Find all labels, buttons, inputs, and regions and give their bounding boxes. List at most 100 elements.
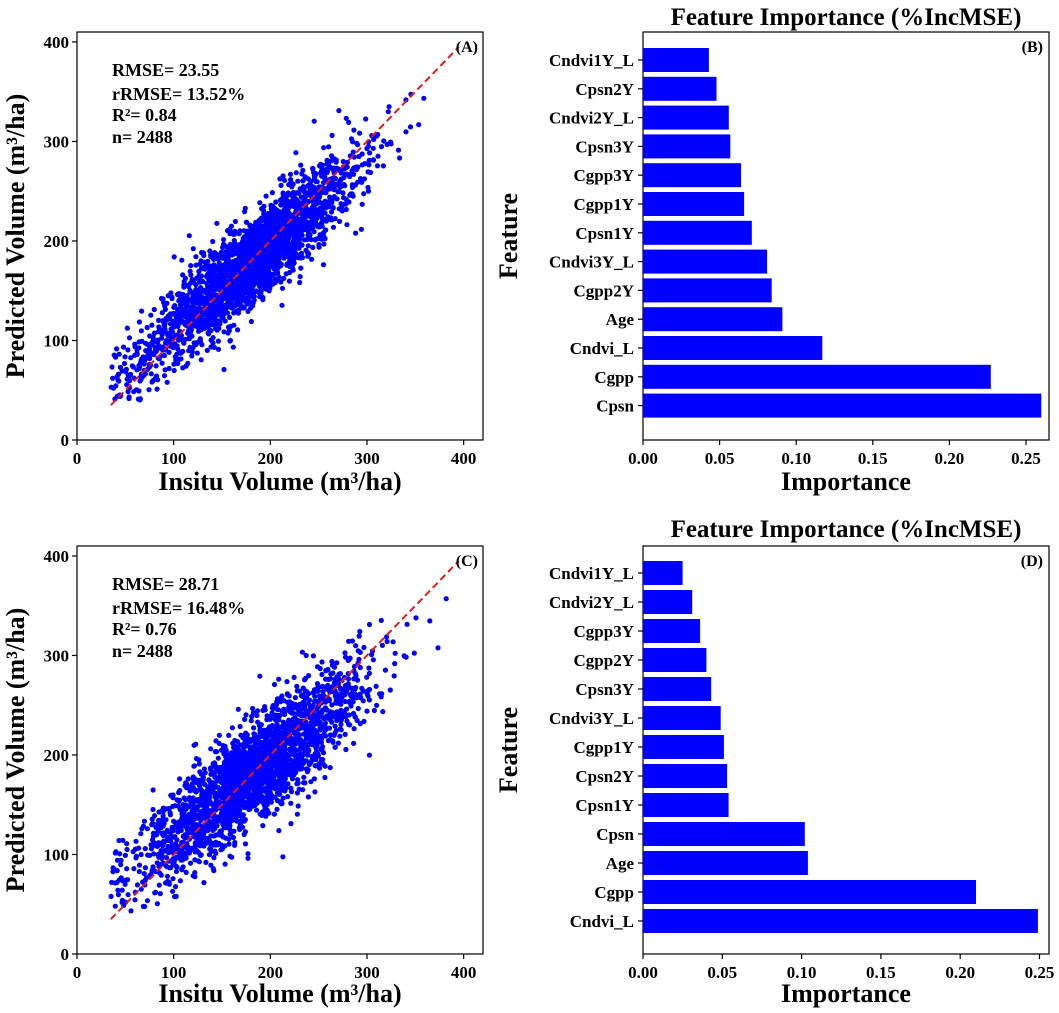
scatter-point — [188, 801, 194, 807]
scatter-point — [125, 389, 131, 395]
scatter-point — [186, 233, 192, 239]
scatter-point — [293, 253, 300, 259]
y-axis-label: Feature — [494, 193, 523, 279]
scatter-point — [221, 366, 227, 373]
feature-label: Cgpp — [594, 368, 634, 387]
scatter-point — [386, 104, 392, 110]
scatter-point — [375, 153, 381, 159]
scatter-point — [287, 746, 293, 753]
scatter-point — [355, 705, 361, 712]
scatter-point — [161, 838, 167, 844]
scatter-point — [198, 288, 204, 294]
scatter-point — [294, 781, 300, 787]
scatter-point — [186, 283, 192, 290]
scatter-point — [177, 878, 183, 884]
scatter-point — [378, 144, 385, 150]
scatter-point — [137, 378, 143, 384]
scatter-point — [214, 321, 220, 328]
scatter-point — [251, 297, 257, 303]
scatter-point — [136, 862, 143, 868]
scatter-point — [230, 344, 236, 350]
scatter-point — [346, 712, 352, 718]
scatter-point — [256, 236, 262, 242]
scatter-point — [344, 688, 350, 694]
scatter-point — [149, 322, 155, 328]
scatter-point — [288, 789, 295, 795]
scatter-point — [204, 347, 210, 353]
scatter-point — [364, 145, 370, 152]
scatter-point — [138, 328, 144, 334]
scatter-point — [337, 733, 343, 739]
scatter-point — [226, 314, 233, 320]
scatter-point — [227, 338, 233, 344]
scatter-point — [263, 277, 269, 284]
scatter-point — [327, 765, 333, 771]
scatter-point — [250, 272, 256, 278]
scatter-point — [280, 854, 286, 860]
scatter-point — [310, 653, 316, 659]
scatter-point — [210, 827, 216, 834]
scatter-point — [113, 354, 119, 360]
scatter-point — [349, 638, 355, 644]
feature-label: Cpsn1Y — [575, 224, 634, 243]
scatter-point — [291, 242, 298, 248]
scatter-point — [278, 247, 284, 253]
scatter-point — [166, 365, 172, 372]
scatter-point — [321, 241, 327, 247]
scatter-point — [251, 725, 257, 731]
scatter-point — [272, 705, 278, 711]
scatter-point — [291, 674, 297, 681]
scatter-point — [308, 187, 314, 194]
scatter-point — [262, 804, 269, 810]
scatter-point — [126, 335, 133, 341]
scatter-point — [335, 189, 341, 195]
scatter-point — [267, 232, 274, 238]
scatter-point — [311, 176, 317, 182]
scatter-point — [332, 723, 338, 729]
scatter-point — [154, 832, 160, 838]
scatter-point — [187, 289, 193, 295]
x-tick-label: 0.10 — [781, 449, 811, 468]
scatter-point — [174, 291, 181, 298]
scatter-point — [321, 180, 327, 186]
scatter-point — [155, 821, 161, 827]
scatter-point — [301, 780, 307, 786]
scatter-point — [192, 290, 198, 296]
scatter-point — [190, 795, 196, 801]
scatter-point — [339, 686, 345, 693]
scatter-point — [122, 881, 128, 887]
scatter-point — [242, 716, 248, 723]
scatter-point — [284, 200, 290, 206]
scatter-point — [280, 795, 286, 801]
panel-label: (B) — [1022, 39, 1043, 56]
scatter-point — [305, 736, 311, 742]
scatter-point — [305, 183, 311, 189]
scatter-point — [345, 681, 351, 687]
scatter-point — [218, 779, 224, 786]
scatter-point — [219, 770, 225, 777]
y-tick-label: 0 — [61, 431, 70, 450]
scatter-point — [319, 234, 325, 241]
scatter-point — [209, 840, 215, 846]
scatter-point — [225, 271, 231, 277]
scatter-point — [220, 244, 226, 251]
scatter-point — [387, 687, 393, 693]
scatter-point — [321, 731, 327, 737]
scatter-point — [175, 309, 181, 316]
scatter-point — [280, 211, 286, 217]
scatter-point — [388, 139, 394, 145]
scatter-point — [149, 342, 155, 348]
scatter-point — [206, 318, 212, 324]
scatter-point — [109, 879, 115, 886]
scatter-point — [114, 857, 121, 863]
scatter-points — [108, 596, 449, 914]
scatter-point — [171, 321, 177, 327]
scatter-point — [286, 721, 292, 727]
scatter-point — [411, 650, 417, 656]
x-ticks: 0.00 0.05 0.10 0.15 0.20 0.25 — [628, 440, 1041, 468]
scatter-point — [142, 877, 148, 883]
scatter-point — [242, 799, 248, 806]
scatter-point — [186, 795, 192, 801]
scatter-point — [147, 333, 153, 339]
scatter-point — [114, 868, 120, 874]
